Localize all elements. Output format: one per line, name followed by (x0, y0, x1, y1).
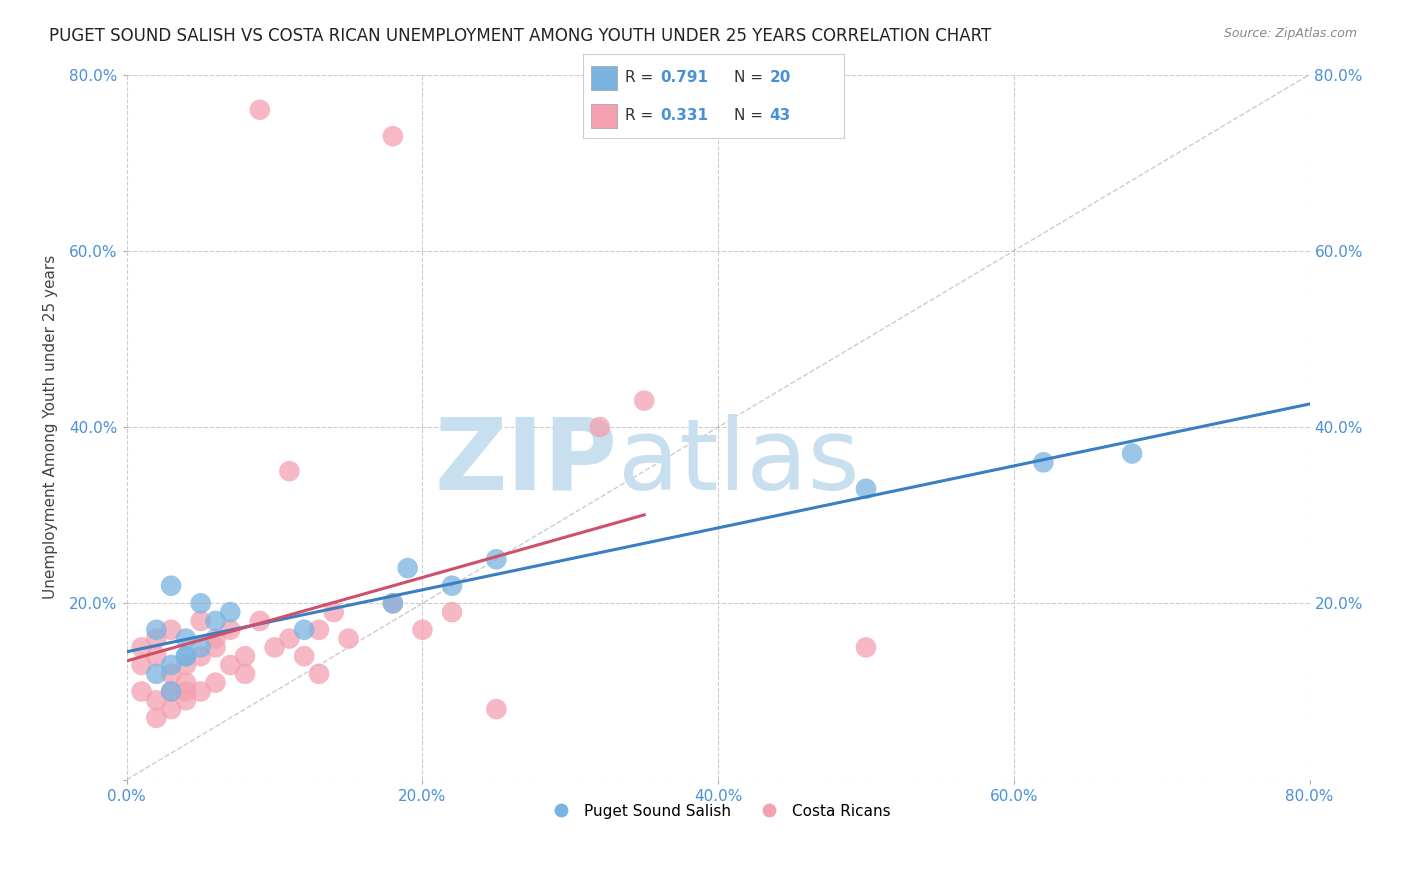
FancyBboxPatch shape (592, 104, 617, 128)
Point (219, 605, 242, 619)
Point (278, 464, 301, 478)
Point (174, 675, 197, 690)
Point (589, 420, 612, 434)
Point (440, 579, 463, 593)
Point (633, 393, 655, 408)
Point (145, 711, 167, 725)
Point (160, 702, 183, 716)
Point (174, 632, 197, 646)
Point (145, 623, 167, 637)
Point (131, 658, 153, 673)
Text: R =: R = (626, 70, 658, 85)
Point (219, 623, 242, 637)
Point (190, 649, 212, 664)
Point (174, 649, 197, 664)
Point (174, 693, 197, 707)
Text: N =: N = (734, 70, 768, 85)
Point (190, 684, 212, 698)
Point (219, 658, 242, 673)
Point (190, 640, 212, 655)
Point (292, 649, 315, 664)
Point (160, 623, 183, 637)
Point (381, 596, 404, 610)
Point (396, 561, 419, 575)
Text: R =: R = (626, 108, 658, 123)
Point (131, 684, 153, 698)
Point (308, 666, 330, 681)
Point (1032, 455, 1054, 469)
Point (485, 552, 508, 566)
Point (174, 684, 197, 698)
Point (131, 640, 153, 655)
Text: atlas: atlas (617, 414, 859, 511)
Text: 0.791: 0.791 (661, 70, 709, 85)
Text: N =: N = (734, 108, 768, 123)
Point (174, 649, 197, 664)
Point (204, 632, 226, 646)
Text: 20: 20 (769, 70, 790, 85)
Point (337, 632, 360, 646)
Y-axis label: Unemployment Among Youth under 25 years: Unemployment Among Youth under 25 years (44, 255, 58, 599)
Point (381, 596, 404, 610)
Point (190, 596, 212, 610)
Point (855, 482, 877, 496)
Point (204, 675, 226, 690)
Point (145, 649, 167, 664)
Point (204, 640, 226, 655)
Text: 0.331: 0.331 (661, 108, 709, 123)
Point (440, 605, 463, 619)
Point (263, 640, 285, 655)
Point (160, 579, 183, 593)
Point (308, 623, 330, 637)
Point (160, 666, 183, 681)
FancyBboxPatch shape (592, 66, 617, 90)
Point (485, 702, 508, 716)
Point (233, 666, 256, 681)
Point (249, 103, 271, 117)
Point (249, 614, 271, 628)
Point (292, 623, 315, 637)
Point (145, 666, 167, 681)
Point (278, 632, 301, 646)
Point (233, 649, 256, 664)
Point (1121, 446, 1143, 460)
Text: Source: ZipAtlas.com: Source: ZipAtlas.com (1223, 27, 1357, 40)
Point (190, 614, 212, 628)
Point (381, 129, 404, 144)
Point (322, 605, 344, 619)
Point (204, 614, 226, 628)
Point (145, 632, 167, 646)
Point (160, 658, 183, 673)
Point (160, 684, 183, 698)
Text: PUGET SOUND SALISH VS COSTA RICAN UNEMPLOYMENT AMONG YOUTH UNDER 25 YEARS CORREL: PUGET SOUND SALISH VS COSTA RICAN UNEMPL… (49, 27, 991, 45)
Text: ZIP: ZIP (434, 414, 617, 511)
Point (855, 640, 877, 655)
Point (174, 658, 197, 673)
Text: 43: 43 (769, 108, 790, 123)
Point (411, 623, 433, 637)
Legend: Puget Sound Salish, Costa Ricans: Puget Sound Salish, Costa Ricans (540, 797, 897, 825)
Point (160, 684, 183, 698)
Point (145, 693, 167, 707)
